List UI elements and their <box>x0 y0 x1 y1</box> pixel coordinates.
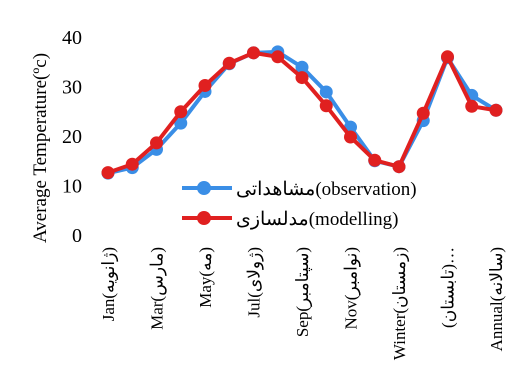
legend-item-modelling: مدلسازی(modelling) <box>182 209 398 230</box>
data-point <box>295 71 309 85</box>
y-tick-label: 40 <box>62 27 82 49</box>
x-tick-label: Winter(زمستان) <box>390 247 410 360</box>
data-point <box>368 153 382 167</box>
legend-item-observation: مشاهداتی(observation) <box>182 179 417 200</box>
legend-label-observation: مشاهداتی(observation) <box>236 179 417 200</box>
legend: مشاهداتی(observation) مدلسازی(modelling) <box>178 176 448 232</box>
x-tick-label: Annual(سالانه) <box>487 247 506 351</box>
legend-background <box>178 176 448 232</box>
data-point <box>319 99 333 113</box>
data-point <box>465 99 479 113</box>
y-tick-label: 0 <box>72 225 82 247</box>
data-point <box>441 50 454 64</box>
x-tick-label: Sep(سپتامبر) <box>293 247 313 337</box>
legend-marker <box>197 211 211 225</box>
data-point <box>222 56 236 70</box>
x-tick-label: Jan(ژانویه) <box>99 247 119 321</box>
y-axis-title: Average Temperature(ºc) <box>30 53 51 243</box>
x-tick-label: May(مه) <box>196 247 215 308</box>
data-point <box>319 85 333 99</box>
x-tick-label: Jul(ژولای) <box>245 247 265 318</box>
y-tick-label: 20 <box>62 126 82 148</box>
data-point <box>174 116 188 130</box>
series-layer <box>101 45 503 180</box>
x-tick-label: Mar(مارس) <box>148 247 168 330</box>
x-tick-label: (تابستان)… <box>439 247 458 328</box>
svg-text:Average Temperature(ºc): Average Temperature(ºc) <box>30 53 51 243</box>
x-tick-label: Nov(نوامبر) <box>342 247 362 329</box>
data-point <box>392 160 406 174</box>
x-axis-ticks: Jan(ژانویه) Mar(مارس) May(مه) Jul(ژولای) Sep… <box>99 247 506 360</box>
y-axis-ticks: 0 10 20 30 40 <box>62 27 82 247</box>
y-tick-label: 10 <box>62 176 82 198</box>
data-point <box>271 50 285 64</box>
data-point <box>247 46 260 60</box>
series-1 <box>101 46 503 180</box>
data-point <box>489 103 503 117</box>
data-point <box>101 166 115 180</box>
data-point <box>295 60 309 74</box>
legend-label-modelling: مدلسازی(modelling) <box>236 209 398 230</box>
legend-marker <box>197 181 211 195</box>
data-point <box>150 136 163 150</box>
data-point <box>344 130 357 144</box>
data-point <box>174 105 188 119</box>
y-tick-label: 30 <box>62 77 82 99</box>
data-point <box>125 157 139 171</box>
data-point <box>416 106 430 120</box>
data-point <box>198 79 212 93</box>
